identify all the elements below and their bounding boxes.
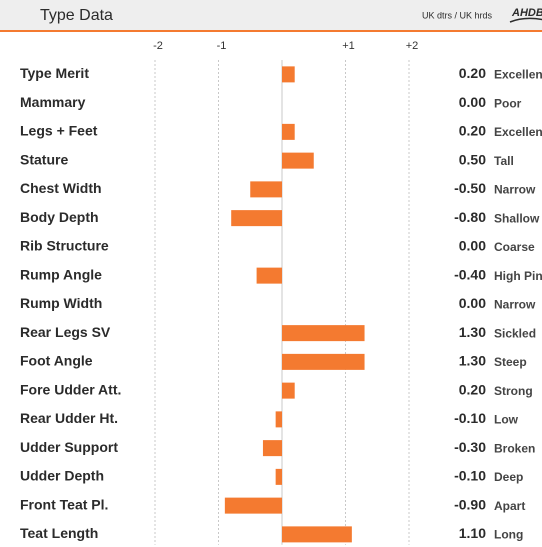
category-label: Udder Support	[20, 439, 118, 455]
category-label: Type Merit	[20, 65, 89, 81]
bar	[282, 325, 365, 342]
category-label: Rump Width	[20, 295, 102, 311]
logo: AHDB	[511, 7, 542, 19]
descriptor: Poor	[494, 96, 522, 110]
bar	[256, 267, 282, 284]
value-label: 0.00	[459, 238, 486, 254]
value-label: 0.50	[459, 151, 486, 167]
descriptor: Excellent	[494, 125, 542, 139]
descriptor: Deep	[494, 470, 523, 484]
descriptor: Long	[494, 528, 523, 542]
descriptor: Coarse	[494, 240, 535, 254]
category-label: Rump Angle	[20, 266, 102, 282]
value-label: -0.10	[454, 410, 486, 426]
header-rule	[0, 30, 542, 32]
value-label: -0.40	[454, 266, 486, 282]
x-tick-label: -2	[153, 40, 163, 52]
category-label: Rear Legs SV	[20, 324, 111, 340]
value-label: 0.20	[459, 123, 486, 139]
value-label: 0.20	[459, 381, 486, 397]
category-label: Rib Structure	[20, 238, 109, 254]
descriptor: Narrow	[494, 298, 536, 312]
value-label: 1.30	[459, 353, 486, 369]
category-label: Foot Angle	[20, 353, 93, 369]
category-label: Front Teat Pl.	[20, 496, 108, 512]
category-label: Body Depth	[20, 209, 99, 225]
bar	[282, 382, 295, 399]
category-label: Udder Depth	[20, 468, 104, 484]
value-label: 0.00	[459, 94, 486, 110]
value-label: -0.30	[454, 439, 486, 455]
value-label: 1.10	[459, 525, 486, 541]
value-label: -0.80	[454, 209, 486, 225]
bar	[231, 210, 282, 227]
x-tick-label: +1	[342, 40, 355, 52]
descriptor: Shallow	[494, 211, 540, 225]
category-label: Mammary	[20, 94, 86, 110]
descriptor: Narrow	[494, 183, 536, 197]
bar	[282, 123, 295, 140]
descriptor: High Pins	[494, 269, 542, 283]
bar	[275, 468, 282, 485]
descriptor: Strong	[494, 384, 533, 398]
value-label: 0.00	[459, 295, 486, 311]
category-label: Legs + Feet	[20, 123, 98, 139]
descriptor: Apart	[494, 499, 525, 513]
bar	[224, 497, 282, 514]
descriptor: Tall	[494, 154, 514, 168]
bar	[250, 181, 282, 198]
bar	[282, 353, 365, 370]
value-label: 1.30	[459, 324, 486, 340]
value-label: 0.20	[459, 65, 486, 81]
descriptor: Sickled	[494, 326, 536, 340]
descriptor: Excellent	[494, 68, 542, 82]
category-label: Fore Udder Att.	[20, 381, 121, 397]
bar	[282, 66, 295, 83]
value-label: -0.50	[454, 180, 486, 196]
descriptor: Broken	[494, 441, 535, 455]
bar	[282, 152, 314, 169]
category-label: Teat Length	[20, 525, 98, 541]
category-label: Stature	[20, 151, 68, 167]
value-label: -0.90	[454, 496, 486, 512]
subtitle: UK dtrs / UK hrds	[422, 10, 493, 20]
chart-title: Type Data	[40, 7, 113, 24]
category-label: Rear Udder Ht.	[20, 410, 118, 426]
bar	[275, 411, 282, 428]
x-tick-label: -1	[217, 40, 227, 52]
x-tick-label: +2	[406, 40, 419, 52]
bar	[262, 440, 282, 457]
category-label: Chest Width	[20, 180, 102, 196]
descriptor: Steep	[494, 355, 527, 369]
bar	[282, 526, 352, 543]
value-label: -0.10	[454, 468, 486, 484]
descriptor: Low	[494, 413, 519, 427]
header-bar	[0, 0, 542, 30]
